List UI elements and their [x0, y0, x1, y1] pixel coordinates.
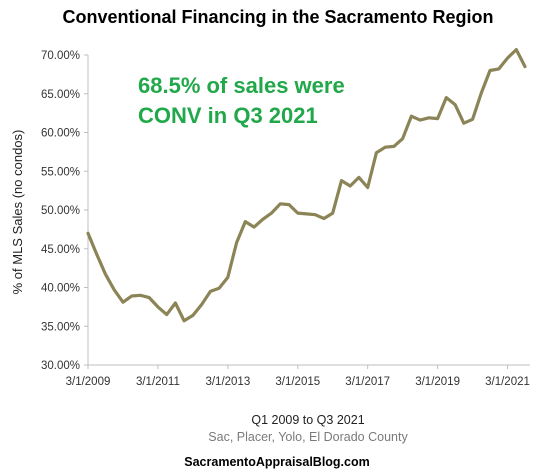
y-tick-label: 65.00%: [41, 89, 80, 101]
y-tick-labels: 30.00% 35.00% 40.00% 45.00% 50.00% 55.00% 60.0…: [41, 50, 80, 372]
series-line: [86, 47, 527, 323]
y-axis-title: % of MLS Sales (no condos): [10, 130, 25, 295]
y-tick-label: 30.00%: [41, 360, 80, 372]
chart-title: Conventional Financing in the Sacramento…: [62, 7, 493, 27]
x-axis-label: Q1 2009 to Q3 2021: [251, 413, 364, 427]
x-tick-label: 3/1/2017: [345, 376, 390, 388]
chart-subtitle: Sac, Placer, Yolo, El Dorado County: [208, 430, 408, 444]
axes: [84, 54, 530, 369]
y-tick-label: 35.00%: [41, 321, 80, 333]
x-tick-label: 3/1/2015: [275, 376, 320, 388]
y-tick-label: 70.00%: [41, 50, 80, 62]
annotation: 68.5% of sales were CONV in Q3 2021: [138, 73, 345, 128]
y-axis-label: % of MLS Sales (no condos): [10, 130, 25, 295]
footer-source: SacramentoAppraisalBlog.com: [184, 455, 369, 469]
y-tick-label: 55.00%: [41, 166, 80, 178]
y-tick-label: 60.00%: [41, 128, 80, 140]
x-tick-label: 3/1/2019: [415, 376, 460, 388]
x-tick-label: 3/1/2009: [66, 376, 111, 388]
x-tick-label: 3/1/2011: [136, 376, 180, 388]
x-tick-label: 3/1/2013: [205, 376, 250, 388]
x-tick-label: 3/1/2021: [485, 376, 530, 388]
annotation-line-1: 68.5% of sales were: [138, 73, 345, 98]
series-lines: [86, 47, 527, 323]
annotation-line-2: CONV in Q3 2021: [138, 103, 318, 128]
x-tick-labels: 3/1/2009 3/1/2011 3/1/2013 3/1/2015 3/1/2017…: [66, 376, 530, 388]
y-tick-label: 45.00%: [41, 244, 80, 256]
y-tick-label: 50.00%: [41, 205, 80, 217]
y-tick-label: 40.00%: [41, 283, 80, 295]
